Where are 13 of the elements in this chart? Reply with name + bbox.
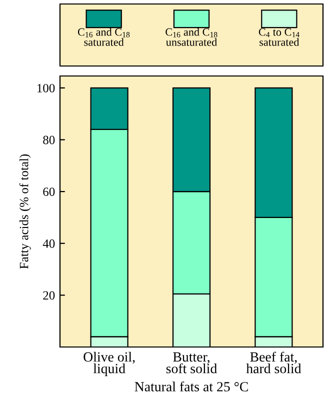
x-tick-label: Butter, soft solid: [166, 352, 217, 374]
x-tick-label: Beef fat, hard solid: [246, 352, 302, 374]
y-axis-title: Fatty acids (% of total): [19, 154, 31, 269]
y-tick-label: 100: [37, 84, 55, 92]
y-tick-label: 80: [43, 136, 55, 144]
x-tick-label: Olive oil, liquid: [84, 352, 135, 376]
x-axis-title: Natural fats at 25 °C: [134, 382, 248, 392]
y-tick-label: 60: [43, 188, 55, 196]
legend-label: C$_{16}$ and C$_{18}$ unsaturated: [166, 28, 218, 46]
y-tick-label: 20: [43, 291, 55, 300]
y-tick-label: 40: [42, 239, 55, 248]
legend-label: C$_{16}$ and C$_{18}$ saturated: [78, 28, 130, 46]
legend-label: C$_{4}$ to C$_{14}$ saturated: [258, 28, 300, 46]
